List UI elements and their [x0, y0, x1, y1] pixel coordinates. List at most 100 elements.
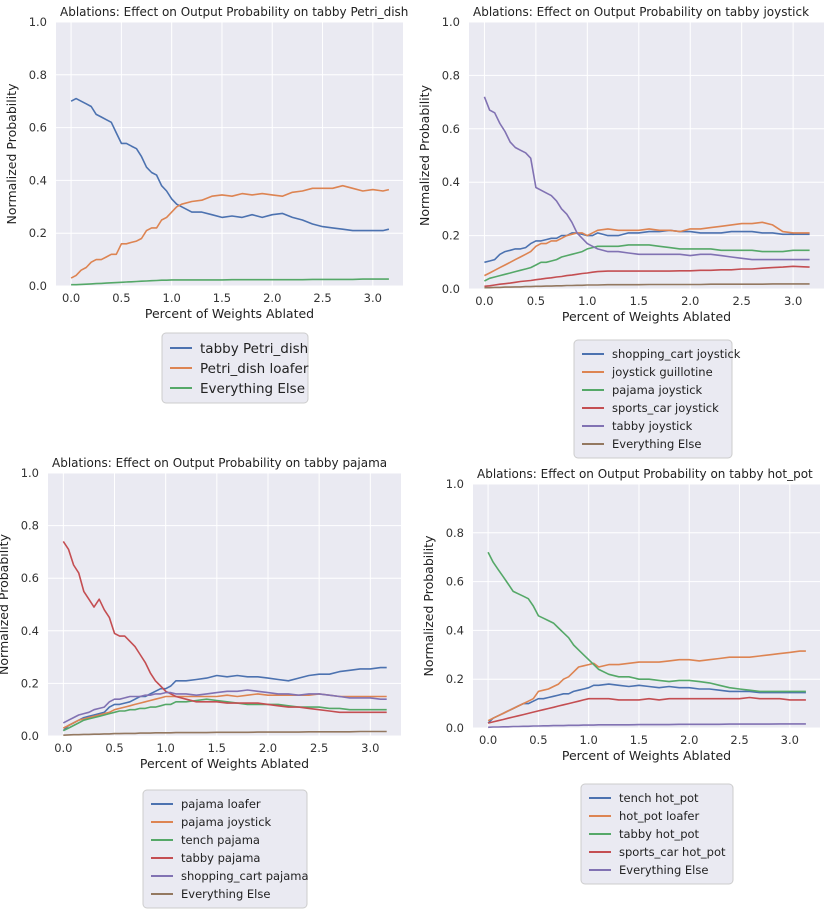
y-tick-label: 0.0: [446, 721, 464, 735]
x-tick-label: 3.0: [784, 294, 802, 308]
legend-label: tench hot_pot: [619, 791, 699, 805]
series-line-2: [487, 650, 806, 722]
series-line-6: [63, 730, 387, 736]
y-tick-label: 0.4: [21, 624, 39, 638]
x-tick-label: 0.5: [529, 733, 547, 747]
chart-panel-1: 0.0 0.2 0.4 0.6 0.8 1.0 0.0 0.5 1.0 1.5 2.0 2.5 3.0 A…: [4, 5, 408, 404]
legend: shopping_cart joystick joystick guillotin…: [573, 339, 741, 459]
y-axis-label: Normalized Probability: [421, 535, 436, 677]
y-tick-label: 0.2: [21, 676, 39, 690]
series-line-4: [62, 540, 387, 714]
x-tick-label: 0.0: [479, 733, 497, 747]
chart-title: Ablations: Effect on Output Probability …: [60, 5, 408, 19]
legend-label: Everything Else: [619, 863, 708, 877]
x-tick-label: 2.0: [680, 733, 698, 747]
x-tick-label: 1.0: [157, 741, 175, 755]
chart-title: Ablations: Effect on Output Probability …: [473, 5, 809, 19]
series-line-6: [484, 283, 810, 289]
series-line-5: [488, 723, 806, 729]
x-tick-label: 2.5: [730, 733, 748, 747]
x-axis-label: Percent of Weights Ablated: [562, 309, 731, 324]
x-tick-label: 0.5: [105, 741, 123, 755]
plot-area: [56, 22, 403, 286]
legend-label: Everything Else: [200, 381, 305, 397]
y-tick-label: 1.0: [446, 477, 464, 491]
legend-label: Petri_dish loafer: [200, 361, 309, 377]
legend-label: tabby joystick: [612, 419, 693, 433]
y-tick-label: 0.6: [446, 575, 464, 589]
y-tick-label: 0.8: [442, 68, 460, 82]
legend: tabby Petri_dish Petri_dish loafer Everyth…: [161, 332, 309, 404]
x-axis-label: Percent of Weights Ablated: [145, 306, 314, 321]
x-tick-label: 2.5: [313, 291, 331, 305]
series-line-3: [71, 278, 389, 286]
y-tick-label: 0.0: [21, 729, 39, 743]
legend-label: sports_car joystick: [612, 401, 719, 415]
y-tick-label: 0.4: [29, 173, 47, 187]
chart-panel-4: 0.0 0.2 0.4 0.6 0.8 1.0 0.0 0.5 1.0 1.5 2.0 2.5 3.0 A…: [421, 467, 820, 885]
x-tick-label: 0.0: [475, 294, 493, 308]
y-tick-label: 0.0: [29, 279, 47, 293]
legend-label: Everything Else: [612, 437, 701, 451]
legend-label: joystick guillotine: [611, 365, 713, 379]
y-tick-label: 0.4: [442, 175, 460, 189]
chart-title: Ablations: Effect on Output Probability …: [477, 467, 813, 481]
series-line-2: [70, 184, 390, 279]
x-tick-label: 0.5: [527, 294, 545, 308]
chart-panel-3: 0.0 0.2 0.4 0.6 0.8 1.0 0.0 0.5 1.0 1.5 2.0 2.5 3.0 A…: [0, 456, 401, 909]
plot-area: [473, 484, 820, 728]
series-line-1: [62, 666, 387, 732]
legend-label: shopping_cart joystick: [612, 347, 741, 361]
legend-label: pajama joystick: [181, 815, 272, 829]
x-tick-label: 1.5: [630, 733, 648, 747]
series-line-4: [484, 265, 810, 288]
x-tick-label: 1.0: [580, 733, 598, 747]
x-tick-label: 2.0: [263, 291, 281, 305]
y-tick-label: 0.2: [442, 229, 460, 243]
series-line-2: [484, 221, 810, 277]
x-tick-label: 2.5: [733, 294, 751, 308]
legend-label: hot_pot loafer: [619, 809, 699, 823]
y-tick-label: 0.6: [21, 571, 39, 585]
legend-label: shopping_cart pajama: [181, 869, 309, 883]
x-tick-label: 0.0: [54, 741, 72, 755]
series-line-5: [483, 96, 810, 261]
x-axis-label: Percent of Weights Ablated: [562, 748, 731, 763]
y-tick-label: 0.2: [446, 672, 464, 686]
x-tick-label: 1.0: [578, 294, 596, 308]
legend-label: pajama loafer: [181, 797, 261, 811]
legend-label: Everything Else: [181, 887, 270, 901]
x-tick-label: 0.0: [62, 291, 80, 305]
y-axis-label: Normalized Probability: [417, 84, 432, 226]
legend-box: [142, 789, 308, 909]
legend-label: pajama joystick: [612, 383, 703, 397]
y-tick-label: 0.6: [442, 122, 460, 136]
x-tick-label: 2.0: [259, 741, 277, 755]
series-line-5: [62, 689, 387, 724]
legend-box: [161, 332, 309, 404]
x-tick-label: 1.0: [163, 291, 181, 305]
y-tick-label: 1.0: [29, 15, 47, 29]
y-tick-label: 0.2: [29, 226, 47, 240]
y-tick-label: 0.4: [446, 623, 464, 637]
x-tick-label: 3.0: [361, 741, 379, 755]
series-line-3: [62, 698, 387, 732]
x-tick-label: 3.0: [781, 733, 799, 747]
x-tick-label: 3.0: [364, 291, 382, 305]
x-tick-label: 1.5: [213, 291, 231, 305]
legend-label: tabby hot_pot: [619, 827, 700, 841]
legend-label: tabby Petri_dish: [200, 341, 308, 357]
legend-box: [573, 339, 733, 459]
x-tick-label: 2.0: [681, 294, 699, 308]
y-axis-label: Normalized Probability: [4, 83, 19, 225]
y-tick-label: 0.8: [21, 519, 39, 533]
series-line-1: [484, 229, 810, 264]
legend: tench hot_pot hot_pot loafer tabby hot_pot…: [580, 783, 734, 885]
series-line-4: [487, 696, 806, 724]
x-tick-label: 2.5: [310, 741, 328, 755]
chart-title: Ablations: Effect on Output Probability …: [52, 456, 387, 470]
y-tick-label: 0.8: [446, 526, 464, 540]
y-tick-label: 0.8: [29, 68, 47, 82]
x-tick-label: 0.5: [112, 291, 130, 305]
